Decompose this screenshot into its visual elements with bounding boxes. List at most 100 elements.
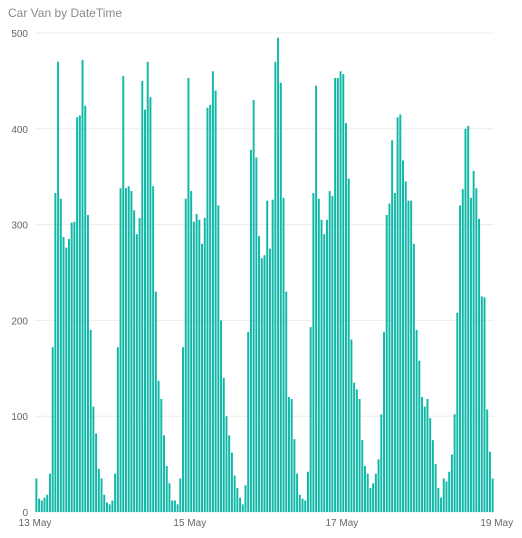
bar[interactable] (163, 435, 165, 512)
bar[interactable] (336, 78, 339, 512)
bar[interactable] (334, 78, 337, 512)
bar[interactable] (236, 488, 239, 512)
bar[interactable] (274, 61, 277, 513)
bar[interactable] (453, 414, 456, 512)
bar[interactable] (125, 188, 127, 512)
bar[interactable] (211, 71, 214, 512)
bar[interactable] (325, 219, 328, 512)
bar[interactable] (38, 498, 41, 512)
bar[interactable] (133, 210, 136, 513)
bar[interactable] (312, 192, 315, 513)
bar[interactable] (423, 406, 426, 512)
bar[interactable] (298, 494, 301, 512)
bar[interactable] (404, 181, 407, 513)
bar[interactable] (440, 497, 443, 512)
bar[interactable] (35, 478, 38, 512)
bar[interactable] (206, 107, 209, 512)
bar[interactable] (152, 186, 155, 512)
bar[interactable] (57, 61, 60, 513)
bar[interactable] (92, 406, 95, 512)
bar[interactable] (81, 59, 84, 512)
bar[interactable] (306, 471, 309, 512)
bar[interactable] (48, 473, 51, 512)
bar[interactable] (320, 219, 323, 512)
bar[interactable] (103, 494, 106, 512)
bar[interactable] (402, 160, 404, 512)
bar[interactable] (247, 331, 250, 512)
bar[interactable] (95, 433, 98, 512)
bar[interactable] (65, 247, 68, 512)
bar[interactable] (450, 454, 453, 512)
bar[interactable] (464, 128, 467, 513)
bar[interactable] (364, 466, 366, 512)
bar[interactable] (388, 203, 391, 512)
bar[interactable] (459, 205, 462, 512)
bar[interactable] (491, 478, 494, 512)
bar[interactable] (209, 104, 212, 512)
bar[interactable] (345, 123, 347, 513)
bar[interactable] (315, 85, 318, 512)
bar[interactable] (165, 466, 168, 512)
bar[interactable] (130, 191, 133, 512)
bar[interactable] (228, 435, 231, 512)
bar[interactable] (488, 451, 491, 512)
bar[interactable] (475, 188, 478, 512)
bar[interactable] (233, 475, 236, 512)
bar[interactable] (486, 409, 489, 512)
bar[interactable] (43, 497, 46, 512)
bar[interactable] (456, 312, 459, 512)
bar[interactable] (339, 71, 342, 512)
bar[interactable] (483, 297, 486, 512)
bar[interactable] (195, 214, 198, 512)
bar[interactable] (144, 109, 146, 512)
bar[interactable] (279, 82, 282, 512)
bar[interactable] (220, 320, 223, 512)
bar[interactable] (40, 500, 43, 513)
bar[interactable] (350, 339, 353, 512)
bar[interactable] (391, 140, 394, 513)
bar[interactable] (393, 192, 396, 513)
bar[interactable] (135, 234, 138, 512)
bar[interactable] (377, 459, 380, 512)
bar[interactable] (46, 494, 49, 512)
bar[interactable] (418, 360, 421, 512)
bar[interactable] (448, 471, 451, 512)
bar[interactable] (467, 125, 470, 513)
bar[interactable] (268, 248, 271, 513)
bar[interactable] (70, 222, 73, 512)
bar[interactable] (122, 76, 125, 513)
bar[interactable] (154, 291, 157, 512)
bar[interactable] (263, 255, 266, 512)
bar[interactable] (323, 234, 326, 512)
bar[interactable] (171, 500, 174, 513)
bar[interactable] (353, 382, 356, 512)
bar[interactable] (469, 197, 472, 512)
bar[interactable] (342, 74, 345, 512)
bar[interactable] (241, 504, 244, 512)
bar[interactable] (111, 500, 114, 513)
bar[interactable] (355, 389, 358, 512)
bar[interactable] (317, 198, 320, 513)
bar[interactable] (385, 215, 388, 512)
bar[interactable] (282, 197, 285, 512)
bar[interactable] (366, 473, 369, 512)
bar[interactable] (62, 237, 65, 513)
bar[interactable] (255, 157, 258, 513)
bar[interactable] (176, 504, 179, 512)
bar[interactable] (230, 452, 233, 512)
bar[interactable] (116, 347, 119, 512)
bar[interactable] (442, 478, 445, 512)
bar[interactable] (67, 238, 70, 512)
bar[interactable] (431, 440, 434, 512)
bar[interactable] (187, 78, 190, 512)
bar[interactable] (149, 97, 152, 512)
bar[interactable] (214, 90, 217, 512)
bar[interactable] (421, 397, 424, 512)
bar[interactable] (478, 218, 481, 512)
bar[interactable] (106, 502, 108, 512)
bar[interactable] (426, 398, 429, 512)
bar[interactable] (260, 258, 263, 512)
bar[interactable] (108, 504, 111, 512)
bar[interactable] (84, 105, 87, 512)
bar[interactable] (203, 217, 206, 512)
